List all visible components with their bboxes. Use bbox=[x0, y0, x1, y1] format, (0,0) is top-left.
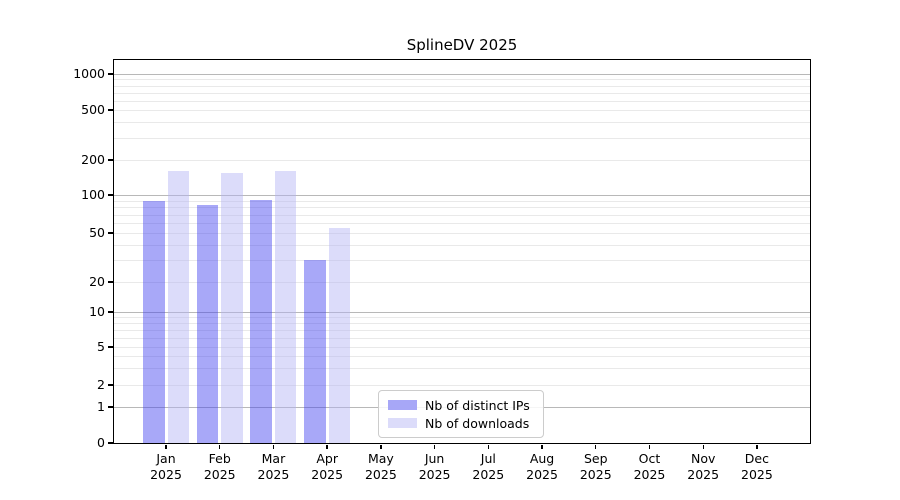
y-tick bbox=[108, 281, 113, 283]
gridline-minor bbox=[113, 260, 811, 262]
plot-area bbox=[113, 59, 811, 444]
y-tick-label: 20 bbox=[89, 274, 105, 289]
legend-label-downloads: Nb of downloads bbox=[425, 415, 530, 431]
gridline-minor bbox=[113, 223, 811, 224]
x-tick bbox=[541, 445, 543, 449]
y-tick-label: 10 bbox=[89, 304, 105, 319]
gridline-major bbox=[113, 312, 811, 313]
gridline-minor bbox=[113, 79, 811, 81]
x-tick bbox=[756, 445, 758, 449]
bar-distinct-ips bbox=[250, 199, 272, 444]
bar-distinct-ips bbox=[304, 260, 326, 444]
bar-downloads bbox=[221, 173, 243, 444]
x-tick bbox=[272, 445, 275, 449]
gridline-minor bbox=[113, 214, 811, 216]
y-tick bbox=[108, 73, 113, 75]
legend: Nb of distinct IPs Nb of downloads bbox=[378, 390, 544, 438]
y-tick-label: 200 bbox=[81, 152, 105, 167]
x-tick bbox=[165, 445, 167, 449]
gridline-minor bbox=[113, 110, 811, 111]
x-tick-label: Feb 2025 bbox=[203, 451, 236, 482]
gridline-minor bbox=[113, 85, 811, 87]
y-tick-label: 0 bbox=[97, 435, 105, 450]
x-tick-label: Dec 2025 bbox=[741, 451, 773, 482]
x-tick bbox=[380, 445, 382, 449]
x-tick-label: Apr 2025 bbox=[311, 451, 344, 482]
gridline-minor bbox=[113, 160, 811, 161]
legend-item-distinct-ips: Nb of distinct IPs bbox=[388, 397, 534, 413]
gridline-minor bbox=[113, 337, 811, 339]
y-tick bbox=[108, 194, 113, 196]
x-tick-label: Jun 2025 bbox=[418, 451, 451, 482]
legend-label-distinct-ips: Nb of distinct IPs bbox=[425, 397, 530, 413]
gridline-minor bbox=[113, 323, 811, 325]
y-tick-label: 100 bbox=[81, 187, 105, 202]
gridline-minor bbox=[113, 385, 811, 386]
x-tick-label: Jan 2025 bbox=[150, 451, 182, 482]
x-tick bbox=[648, 445, 651, 449]
y-tick-label: 1 bbox=[97, 399, 105, 414]
y-tick-label: 5 bbox=[97, 339, 105, 354]
bar-downloads bbox=[167, 171, 189, 444]
y-tick bbox=[108, 159, 113, 161]
gridline-minor bbox=[113, 137, 811, 139]
x-tick-label: Aug 2025 bbox=[526, 451, 558, 482]
legend-item-downloads: Nb of downloads bbox=[388, 415, 534, 431]
gridline-major bbox=[113, 195, 811, 196]
bar-distinct-ips bbox=[196, 205, 219, 444]
gridline-minor bbox=[113, 244, 811, 246]
x-tick-label: May 2025 bbox=[364, 451, 397, 482]
x-tick-label: Sep 2025 bbox=[579, 451, 612, 482]
x-tick bbox=[433, 445, 436, 449]
gridline-minor bbox=[113, 368, 811, 370]
y-tick bbox=[108, 311, 113, 313]
bar-downloads bbox=[274, 170, 297, 444]
y-tick bbox=[108, 232, 113, 234]
x-tick bbox=[326, 445, 328, 449]
y-tick-label: 1000 bbox=[73, 66, 105, 81]
gridline-minor bbox=[113, 347, 811, 348]
y-tick-label: 500 bbox=[81, 102, 105, 117]
gridline-minor bbox=[113, 233, 811, 234]
x-tick bbox=[219, 445, 221, 449]
x-tick-label: Oct 2025 bbox=[633, 451, 666, 482]
gridline-minor bbox=[113, 282, 811, 283]
bar-distinct-ips bbox=[143, 200, 165, 444]
y-tick-label: 2 bbox=[97, 377, 105, 392]
x-tick-label: Mar 2025 bbox=[257, 451, 290, 482]
gridline-minor bbox=[113, 330, 811, 331]
chart-title: SplineDV 2025 bbox=[406, 36, 518, 54]
x-tick bbox=[702, 445, 704, 449]
gridline-major bbox=[113, 74, 811, 75]
gridline-minor bbox=[113, 92, 811, 94]
x-tick bbox=[487, 445, 489, 449]
gridline-minor bbox=[113, 317, 811, 319]
x-tick-label: Nov 2025 bbox=[687, 451, 720, 482]
y-tick bbox=[108, 406, 113, 408]
gridline-minor bbox=[113, 100, 811, 102]
y-tick bbox=[108, 442, 113, 444]
bar-downloads bbox=[328, 227, 351, 444]
x-tick bbox=[595, 445, 597, 449]
y-tick-label: 50 bbox=[89, 225, 105, 240]
legend-swatch-distinct-ips bbox=[388, 400, 417, 410]
gridline-minor bbox=[113, 122, 811, 124]
legend-swatch-downloads bbox=[388, 418, 417, 428]
y-tick bbox=[108, 384, 113, 386]
y-tick bbox=[108, 346, 113, 348]
gridline-minor bbox=[113, 200, 811, 202]
gridline-minor bbox=[113, 207, 811, 209]
y-tick bbox=[108, 109, 113, 111]
x-tick-label: Jul 2025 bbox=[472, 451, 505, 482]
gridline-minor bbox=[113, 356, 811, 358]
